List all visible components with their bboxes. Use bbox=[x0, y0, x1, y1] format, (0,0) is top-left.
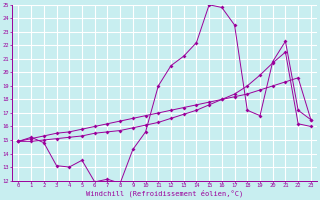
X-axis label: Windchill (Refroidissement éolien,°C): Windchill (Refroidissement éolien,°C) bbox=[86, 190, 243, 197]
